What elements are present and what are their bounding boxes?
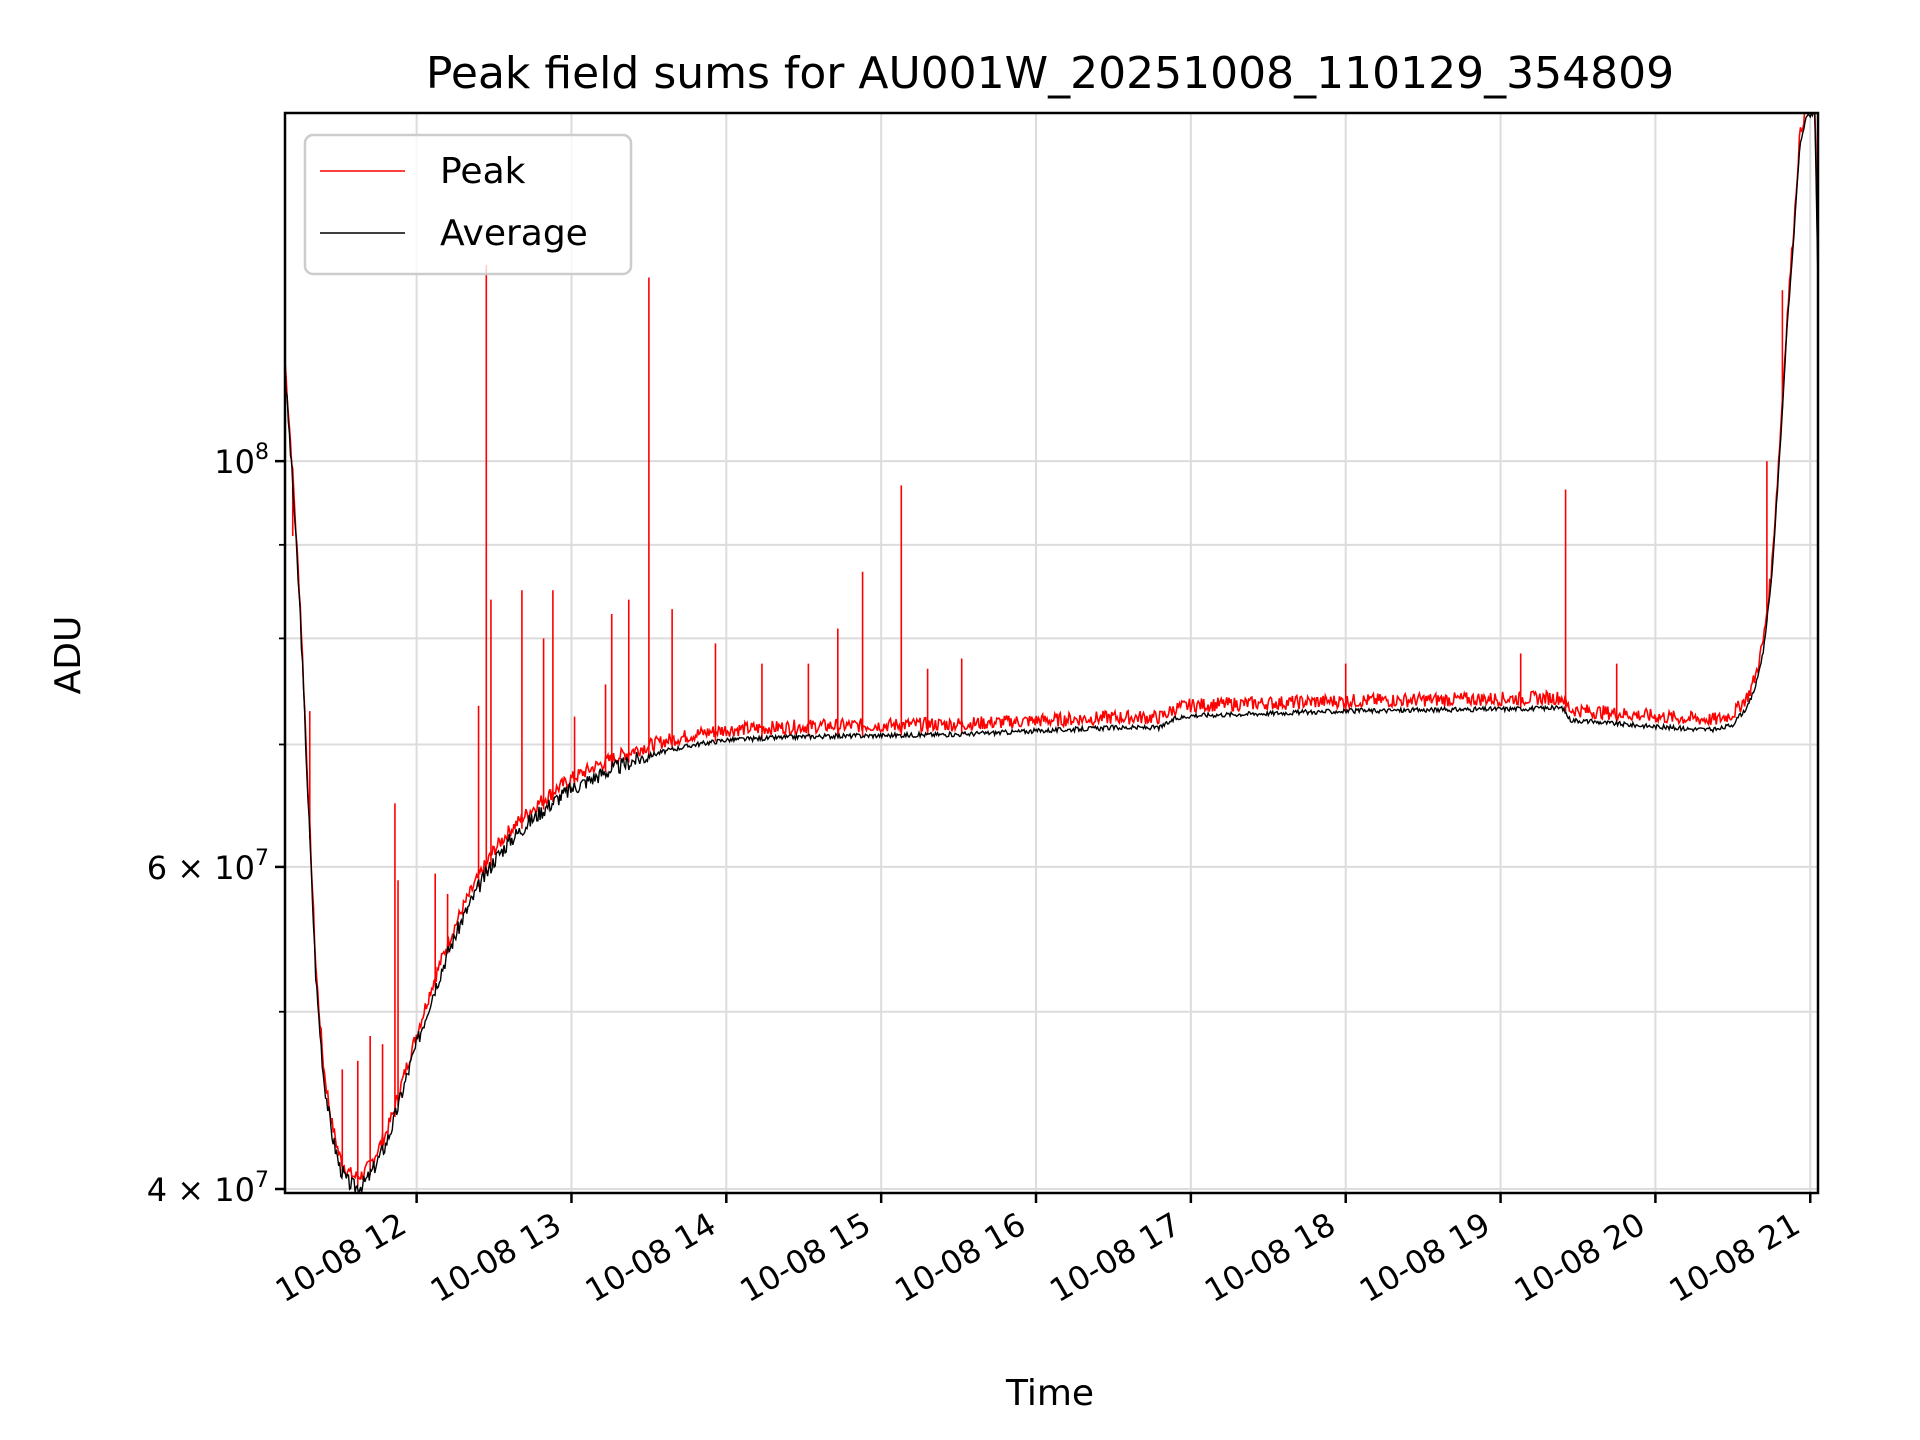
y-axis-label: ADU — [48, 616, 89, 695]
y-tick-label: 6 × 107 — [147, 846, 269, 887]
average-series-line — [285, 113, 1818, 1193]
legend: Peak Average — [303, 133, 633, 276]
y-tick-label: 4 × 107 — [147, 1168, 269, 1209]
legend-peak-label: Peak — [440, 151, 526, 192]
grid-layer — [285, 113, 1818, 1193]
x-axis-label: Time — [1005, 1373, 1094, 1414]
axes-frame — [283, 111, 1820, 1195]
legend-average-label: Average — [440, 213, 588, 254]
y-tick-label: 108 — [214, 440, 269, 481]
peak-series-line — [285, 113, 1818, 1180]
chart-title: Peak field sums for AU001W_20251008_1101… — [426, 48, 1674, 99]
legend-box — [303, 133, 633, 276]
series-layer — [285, 113, 1818, 1193]
